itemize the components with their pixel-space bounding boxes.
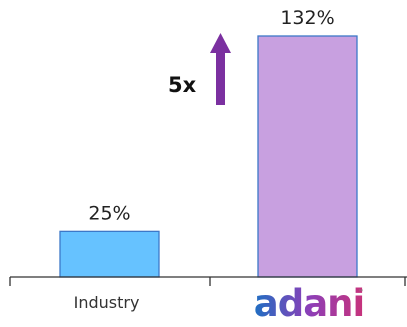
trademark-mark: ™ — [358, 289, 364, 296]
adani-logo: adani ™ — [254, 282, 365, 325]
axis-ticks-layer — [9, 277, 406, 286]
value-label-adani: 132% — [280, 7, 334, 29]
arrow-shaft — [216, 52, 225, 105]
bar-industry — [59, 230, 160, 278]
multiplier-label: 5x — [168, 73, 197, 97]
adani-logo-text: adani — [254, 282, 364, 322]
up-arrow-icon — [210, 33, 231, 53]
value-label-industry: 25% — [88, 202, 130, 224]
value-labels-layer: 25% 132% — [88, 7, 334, 224]
bar-adani — [257, 35, 358, 278]
category-label-industry: Industry — [74, 293, 140, 312]
bars-layer — [59, 35, 358, 278]
growth-annotation: 5x — [168, 33, 231, 105]
